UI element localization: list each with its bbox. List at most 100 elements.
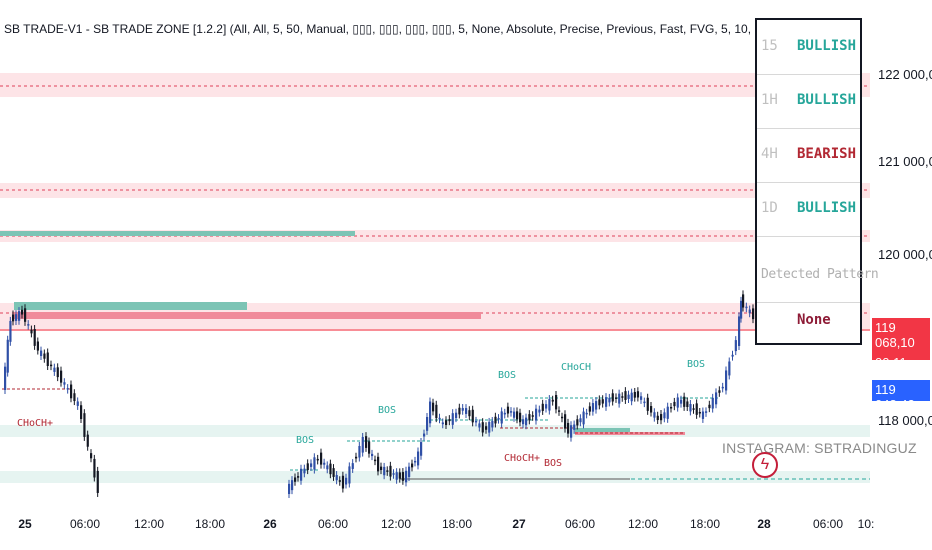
candle-body (377, 456, 380, 472)
candle-body (601, 399, 604, 404)
candle-body (585, 412, 588, 415)
y-tick-label: 118 000,00 (878, 413, 932, 428)
candles-group (4, 290, 761, 499)
y-tick-label: 120 000,00 (878, 247, 932, 262)
demand-zone (14, 302, 247, 310)
candle-body (510, 411, 513, 413)
candle-body (531, 415, 534, 417)
structure-label: BOS (378, 405, 396, 416)
candle-body (70, 384, 73, 399)
x-tick-label: 06:00 (565, 517, 595, 531)
candle-body (656, 415, 659, 421)
candle-body (748, 309, 751, 314)
candle-body (345, 477, 348, 485)
candle-body (595, 401, 598, 410)
candle-body (12, 314, 15, 322)
x-tick-label: 25 (18, 517, 32, 531)
candle-body (398, 472, 401, 479)
candle-body (80, 405, 83, 420)
candle-body (680, 399, 683, 404)
candle-body (742, 294, 745, 308)
candle-body (323, 462, 326, 465)
candle-body (573, 424, 576, 430)
candle-body (326, 465, 329, 470)
candle-body (414, 460, 417, 463)
candle-body (570, 425, 573, 438)
demand-zone (575, 428, 630, 432)
candle-body (701, 411, 705, 419)
structure-lines (2, 388, 720, 480)
candle-body (411, 463, 414, 468)
x-tick-label: 06:00 (70, 517, 100, 531)
candle-body (653, 412, 656, 418)
instagram-watermark: INSTAGRAM: SBTRADINGUZ (722, 440, 917, 456)
candle-body (332, 468, 335, 477)
candle-body (358, 445, 361, 458)
trend-bias: BEARISH (797, 146, 857, 162)
candle-body (300, 468, 303, 481)
structure-label: BOS (687, 359, 705, 370)
x-tick-label: 18:00 (690, 517, 720, 531)
candle-body (745, 306, 748, 309)
candle-body (408, 466, 411, 477)
x-tick-label: 18:00 (195, 517, 225, 531)
trend-bias: BULLISH (797, 92, 857, 108)
candle-body (579, 418, 582, 423)
candle-body (715, 392, 718, 405)
supply-zone (0, 425, 870, 437)
candle-body (423, 433, 426, 437)
candle-body (389, 465, 392, 477)
candle-body (401, 472, 405, 481)
candle-body (535, 408, 538, 421)
price-axis[interactable]: 122 000,00 121 000,00 120 000,00 118 000,00 (878, 67, 932, 428)
candle-body (660, 414, 663, 421)
candle-body (374, 459, 377, 462)
candle-body (491, 421, 494, 428)
candle-body (429, 401, 432, 424)
candle-body (738, 316, 741, 346)
y-tick-label: 122 000,00 (878, 67, 932, 82)
candle-body (485, 426, 488, 430)
candle-body (320, 452, 323, 465)
candle-body (86, 434, 89, 447)
x-tick-label: 12:00 (628, 517, 658, 531)
candle-body (497, 418, 500, 420)
candle-body (468, 410, 471, 417)
time-axis[interactable]: 25 06:00 12:00 18:00 26 06:00 12:00 18:00 27 06:0… (18, 517, 874, 531)
structure-label: CHoCH+ (504, 453, 540, 464)
candle-body (83, 413, 86, 437)
candle-body (335, 475, 338, 481)
candle-body (576, 419, 579, 426)
candle-body (621, 396, 624, 398)
candle-body (420, 442, 423, 456)
candle-body (708, 404, 711, 409)
x-tick-label: 26 (263, 517, 277, 531)
supply-zone (0, 73, 870, 97)
trend-bias: BULLISH (797, 38, 857, 54)
candle-body (481, 422, 484, 433)
candle-body (500, 411, 503, 424)
candle-body (488, 421, 491, 433)
candle-body (60, 370, 63, 383)
trend-row-15: 15 BULLISH (757, 20, 860, 75)
detected-pattern-label: Detected Pattern (761, 267, 879, 282)
candle-body (646, 397, 649, 411)
timeframe-label: 4H (761, 146, 778, 162)
candle-body (53, 367, 56, 372)
candle-body (519, 412, 522, 423)
indicator-title[interactable]: SB TRADE-V1 - SB TRADE ZONE [1.2.2] (All… (4, 22, 796, 36)
lightning-icon[interactable]: ϟ (752, 452, 778, 478)
candle-body (548, 399, 551, 411)
candle-body (310, 463, 313, 467)
candle-body (686, 401, 689, 408)
structure-label: BOS (498, 370, 516, 381)
candle-body (15, 314, 18, 321)
candle-body (711, 397, 714, 409)
candle-body (348, 466, 351, 484)
candle-body (392, 473, 395, 475)
candle-body (365, 436, 368, 448)
candle-body (676, 397, 679, 408)
candle-body (338, 480, 341, 482)
candle-body (63, 382, 66, 385)
